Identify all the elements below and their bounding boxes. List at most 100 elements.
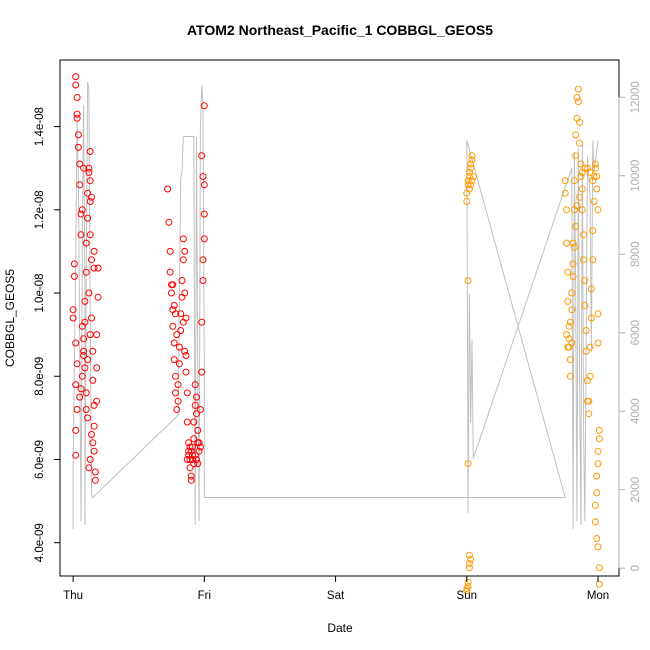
data-point bbox=[467, 160, 475, 168]
y2-tick-label: 2000 bbox=[630, 477, 642, 503]
data-point bbox=[179, 256, 187, 264]
data-point bbox=[77, 385, 85, 393]
data-point bbox=[89, 376, 97, 384]
data-point bbox=[591, 160, 599, 168]
data-point bbox=[89, 439, 97, 447]
data-point bbox=[86, 456, 94, 463]
data-point bbox=[199, 173, 207, 180]
data-point bbox=[86, 148, 94, 155]
data-point bbox=[183, 418, 191, 426]
data-point bbox=[72, 426, 80, 434]
data-point bbox=[94, 293, 102, 301]
data-point bbox=[572, 131, 580, 139]
data-point bbox=[581, 164, 589, 172]
data-point bbox=[564, 268, 572, 276]
data-point bbox=[191, 381, 199, 389]
data-point bbox=[193, 456, 200, 463]
data-point bbox=[189, 443, 196, 451]
data-point bbox=[78, 372, 86, 380]
y2-tick-label: 12000 bbox=[630, 81, 642, 113]
data-point bbox=[85, 164, 93, 172]
data-point bbox=[464, 277, 472, 284]
data-point bbox=[88, 431, 95, 438]
data-point bbox=[70, 272, 78, 280]
data-point bbox=[190, 418, 198, 426]
data-point bbox=[73, 360, 81, 368]
data-point bbox=[182, 352, 190, 359]
data-point bbox=[196, 406, 204, 413]
data-point bbox=[85, 464, 93, 472]
data-point bbox=[81, 297, 89, 305]
data-point bbox=[465, 185, 473, 193]
data-point bbox=[570, 177, 578, 185]
data-point bbox=[189, 451, 196, 459]
x-tick-label: Sun bbox=[457, 590, 477, 602]
data-point bbox=[582, 327, 590, 334]
data-point bbox=[591, 164, 599, 172]
data-point bbox=[572, 152, 580, 160]
data-point bbox=[577, 160, 585, 168]
data-point bbox=[173, 331, 181, 339]
data-point bbox=[182, 368, 190, 376]
data-point bbox=[468, 177, 476, 185]
data-point bbox=[74, 143, 82, 151]
y2-tick-label: 4000 bbox=[630, 398, 642, 424]
data-point bbox=[463, 587, 471, 595]
data-point bbox=[594, 310, 602, 318]
data-point bbox=[70, 260, 78, 268]
data-point bbox=[589, 227, 597, 235]
data-point bbox=[580, 256, 588, 264]
plot-box bbox=[59, 59, 620, 577]
data-point bbox=[76, 393, 84, 401]
data-point bbox=[200, 235, 208, 243]
data-point bbox=[90, 447, 98, 455]
data-point bbox=[172, 389, 179, 397]
data-point bbox=[175, 343, 183, 351]
y-tick-label: 6.0e-09 bbox=[34, 440, 46, 479]
data-point bbox=[568, 306, 576, 314]
data-point bbox=[84, 414, 92, 422]
data-point bbox=[86, 177, 94, 185]
data-point bbox=[77, 210, 85, 218]
data-point bbox=[196, 443, 204, 451]
data-point bbox=[578, 206, 586, 214]
data-point bbox=[93, 397, 101, 405]
data-point bbox=[463, 198, 471, 205]
data-point bbox=[191, 401, 199, 409]
data-point bbox=[73, 94, 81, 101]
data-point bbox=[72, 73, 80, 81]
data-point bbox=[172, 310, 179, 318]
data-point bbox=[73, 114, 81, 122]
data-point bbox=[80, 335, 88, 343]
data-point bbox=[78, 206, 86, 214]
data-point bbox=[187, 447, 195, 455]
data-point bbox=[186, 443, 194, 451]
y-axis-right: 0 2000 4000 6000 8000 10000 12000 bbox=[618, 81, 642, 571]
data-point bbox=[72, 81, 80, 89]
data-point bbox=[173, 406, 181, 413]
data-point bbox=[464, 582, 472, 590]
data-point bbox=[166, 247, 174, 255]
data-point bbox=[573, 202, 581, 210]
data-point bbox=[194, 426, 202, 434]
y-tick-label: 1.2e-08 bbox=[34, 190, 46, 229]
data-point bbox=[174, 381, 182, 389]
data-point bbox=[74, 131, 82, 139]
data-point bbox=[589, 256, 597, 264]
data-point bbox=[172, 372, 179, 380]
data-point bbox=[467, 164, 475, 172]
data-point bbox=[572, 223, 580, 230]
data-point bbox=[582, 347, 590, 355]
data-point bbox=[593, 185, 601, 193]
data-point bbox=[585, 410, 593, 418]
data-point bbox=[76, 160, 84, 168]
data-point bbox=[168, 289, 175, 297]
data-point bbox=[86, 198, 94, 205]
data-point bbox=[84, 356, 92, 364]
data-point bbox=[178, 277, 186, 284]
data-point bbox=[78, 322, 86, 330]
data-point bbox=[72, 339, 80, 347]
data-point bbox=[199, 256, 207, 264]
data-point bbox=[82, 406, 90, 413]
data-point bbox=[574, 85, 582, 93]
